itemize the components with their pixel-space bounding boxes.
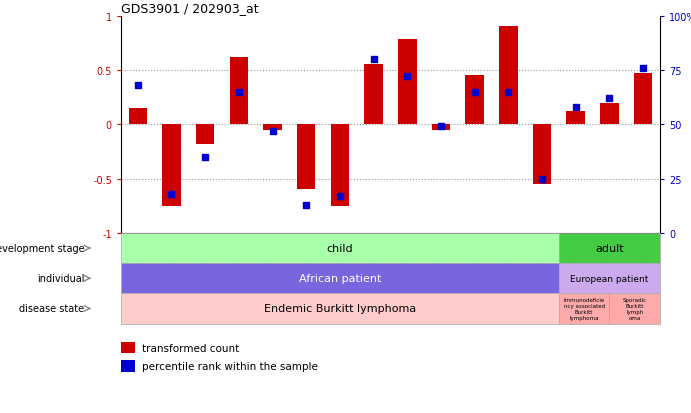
Point xyxy=(368,57,379,63)
Text: development stage: development stage xyxy=(0,243,84,254)
Bar xyxy=(567,112,585,125)
Bar xyxy=(465,76,484,125)
Point xyxy=(604,95,615,102)
Point xyxy=(401,74,413,81)
Point xyxy=(435,124,446,131)
Bar xyxy=(600,103,618,125)
Bar xyxy=(533,125,551,185)
Bar xyxy=(559,263,660,294)
Text: Immunodeficie
ncy associated
Burkitt
lymphoma: Immunodeficie ncy associated Burkitt lym… xyxy=(563,297,605,320)
Text: adult: adult xyxy=(595,243,624,254)
Text: GDS3901 / 202903_at: GDS3901 / 202903_at xyxy=(121,2,258,15)
Bar xyxy=(129,109,147,125)
Bar xyxy=(229,58,248,125)
Text: Sporadic
Burkitt
lymph
oma: Sporadic Burkitt lymph oma xyxy=(623,297,647,320)
Point xyxy=(132,83,143,89)
Text: individual: individual xyxy=(37,273,84,284)
Bar xyxy=(121,360,135,372)
Bar xyxy=(121,263,559,294)
Text: child: child xyxy=(327,243,353,254)
Bar xyxy=(398,40,417,125)
Bar xyxy=(364,65,383,125)
Bar xyxy=(162,125,181,206)
Point xyxy=(200,154,211,161)
Point xyxy=(301,202,312,209)
Point xyxy=(536,176,547,183)
Bar xyxy=(121,294,559,324)
Bar xyxy=(609,294,660,324)
Point xyxy=(469,89,480,96)
Text: percentile rank within the sample: percentile rank within the sample xyxy=(142,361,318,371)
Bar xyxy=(634,74,652,125)
Point xyxy=(166,191,177,197)
Bar xyxy=(499,27,518,125)
Point xyxy=(267,128,278,135)
Bar xyxy=(297,125,316,190)
Bar xyxy=(263,125,282,131)
Point xyxy=(334,193,346,200)
Bar xyxy=(196,125,214,145)
Bar xyxy=(432,125,451,131)
Text: European patient: European patient xyxy=(570,274,649,283)
Text: transformed count: transformed count xyxy=(142,343,239,353)
Point xyxy=(503,89,514,96)
Bar xyxy=(559,233,660,263)
Point xyxy=(570,104,581,111)
Bar xyxy=(121,233,559,263)
Text: African patient: African patient xyxy=(299,273,381,284)
Bar xyxy=(330,125,349,206)
Bar xyxy=(559,294,609,324)
Point xyxy=(234,89,245,96)
Text: disease state: disease state xyxy=(19,304,84,314)
Point xyxy=(638,65,649,72)
Text: Endemic Burkitt lymphoma: Endemic Burkitt lymphoma xyxy=(264,304,416,314)
Bar xyxy=(121,342,135,354)
